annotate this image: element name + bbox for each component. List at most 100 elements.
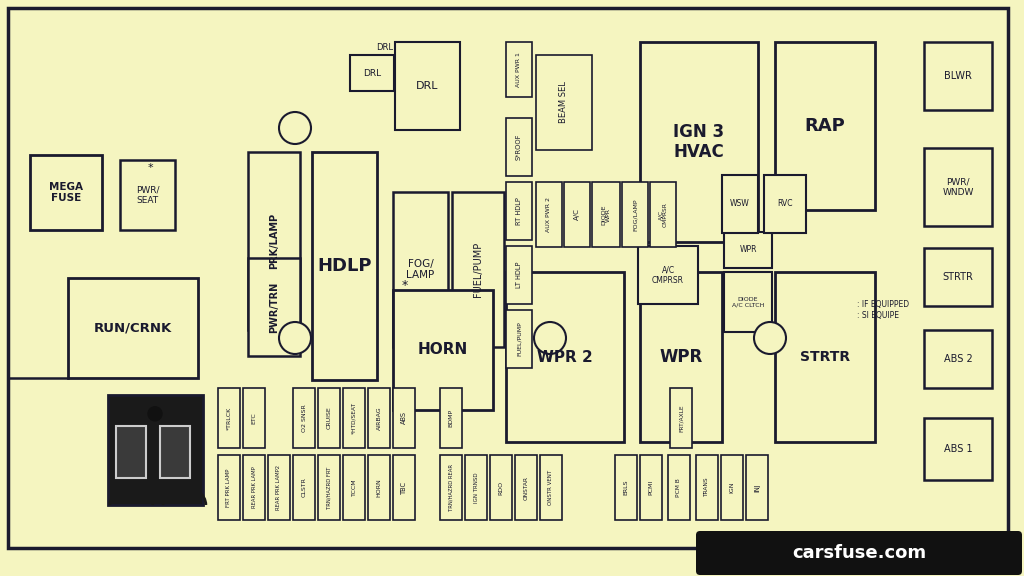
Text: *HTD/SEAT: *HTD/SEAT [351,402,356,434]
Text: ONSTR VENT: ONSTR VENT [549,470,554,505]
Text: PCM B: PCM B [677,478,682,497]
Text: ABS 2: ABS 2 [944,354,973,364]
Bar [506,310,532,368]
Bar [615,455,637,520]
Text: RAP: RAP [805,117,846,135]
Bar [395,42,460,130]
Bar [640,455,662,520]
Text: WPR: WPR [659,348,702,366]
Bar [640,42,758,242]
Text: WPR: WPR [739,245,757,255]
Text: HDLP: HDLP [317,257,372,275]
Text: LT HDLP: LT HDLP [516,262,522,288]
Bar [248,258,300,356]
Bar [536,182,562,247]
Text: DIODE
WPR: DIODE WPR [601,204,611,225]
Bar [506,272,624,442]
Bar [721,455,743,520]
Bar [393,388,415,448]
Text: REAR PRK LAMP: REAR PRK LAMP [252,467,256,509]
Bar [668,455,690,520]
Bar [506,42,532,97]
Text: PRK/LAMP: PRK/LAMP [269,213,279,269]
Bar [622,182,648,247]
Text: PWR/
WNDW: PWR/ WNDW [942,177,974,196]
Text: TRANS: TRANS [705,478,710,497]
Text: TRN/HAZRD REAR: TRN/HAZRD REAR [449,464,454,511]
Text: IGN TRNSD: IGN TRNSD [473,472,478,503]
Text: ONSTAR: ONSTAR [523,476,528,499]
Text: INJ: INJ [754,483,760,492]
Text: TRN/HAZRD FRT: TRN/HAZRD FRT [327,467,332,509]
Text: DRL: DRL [377,43,393,51]
Bar [440,455,462,520]
Circle shape [534,322,566,354]
Bar [120,160,175,230]
Bar [368,455,390,520]
Bar [243,455,265,520]
Circle shape [279,112,311,144]
Text: A/C: A/C [574,209,580,221]
Text: CLSTR: CLSTR [301,478,306,498]
Bar [515,455,537,520]
Bar [343,388,365,448]
Bar [393,192,449,347]
Bar [924,418,992,480]
Bar [640,272,722,442]
Bar [775,42,874,210]
Text: : IF EQUIPPED
: SI EQUIPE: : IF EQUIPPED : SI EQUIPE [857,300,909,320]
Bar [248,152,300,330]
Bar [540,455,562,520]
Text: IGN 3
HVAC: IGN 3 HVAC [674,123,725,161]
Bar [312,152,377,380]
Circle shape [754,322,786,354]
Bar [722,175,758,233]
Bar [638,246,698,304]
Bar [218,455,240,520]
Text: carsfuse.com: carsfuse.com [792,544,926,562]
Text: FOG/
LAMP: FOG/ LAMP [407,259,434,280]
Bar [116,426,146,478]
Text: *TRLCK: *TRLCK [226,407,231,430]
Text: TBC: TBC [401,481,407,494]
Text: MEGA
FUSE: MEGA FUSE [49,182,83,203]
Text: BEAM SEL: BEAM SEL [559,82,568,123]
Bar [440,388,462,448]
Bar [30,155,102,230]
Text: HORN: HORN [418,343,468,358]
Bar [592,182,620,247]
Text: REAR PRK LAMP2: REAR PRK LAMP2 [276,465,282,510]
Text: DRL: DRL [416,81,438,91]
Bar [696,455,718,520]
Bar [536,55,592,150]
Bar [506,118,532,176]
Bar [924,42,992,110]
Bar [506,246,532,304]
Text: PCMI: PCMI [648,480,653,495]
Bar [465,455,487,520]
Bar [268,455,290,520]
Bar [368,388,390,448]
Text: DRL: DRL [362,69,381,78]
Text: HORN: HORN [377,478,382,497]
Circle shape [148,407,162,421]
Text: FUEL/PUMP: FUEL/PUMP [473,242,483,297]
Text: RVC: RVC [777,199,793,209]
Bar [160,426,190,478]
Text: A/C
CMPRSR: A/C CMPRSR [658,202,668,227]
Bar [775,272,874,442]
Text: AUX PWR 1: AUX PWR 1 [516,52,521,87]
Text: S*ROOF: S*ROOF [516,134,522,160]
Bar [68,278,198,378]
Bar [108,395,203,505]
Bar [746,455,768,520]
Text: O2 SNSR: O2 SNSR [301,404,306,432]
Bar [393,455,415,520]
Bar [924,330,992,388]
Text: DIODE
A/C CLTCH: DIODE A/C CLTCH [732,297,764,308]
Text: ETC: ETC [252,412,256,424]
Bar [452,192,504,347]
Bar [564,182,590,247]
Bar [924,248,992,306]
Text: *: * [401,279,409,291]
